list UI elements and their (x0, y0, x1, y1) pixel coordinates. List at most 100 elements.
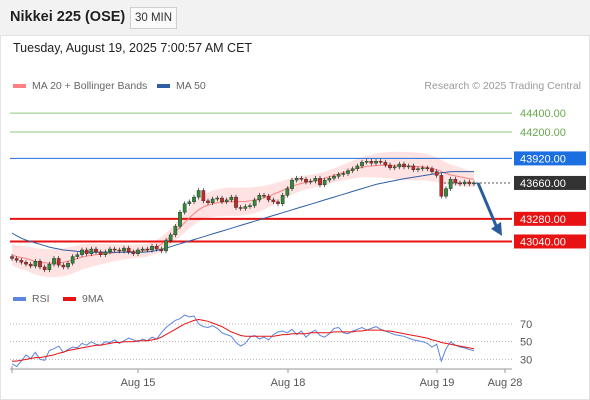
x-tick-label: Aug 19 (420, 377, 455, 389)
bearish-candle (159, 248, 164, 252)
ma20-swatch-icon (13, 84, 26, 88)
last-price-tag (514, 175, 586, 190)
timeframe-button[interactable]: 30 MIN (130, 7, 177, 29)
bearish-candle (369, 161, 374, 164)
bullish-candle (47, 263, 52, 270)
bullish-candle (168, 234, 173, 241)
forecast-arrow-head-icon (491, 221, 502, 236)
bearish-candle (38, 261, 42, 268)
bearish-candle (388, 164, 392, 169)
bullish-candle (280, 195, 285, 204)
bearish-candle (19, 260, 24, 263)
bearish-candle (266, 195, 271, 201)
ma9-swatch-icon (63, 297, 76, 301)
bearish-candle (276, 201, 280, 204)
bullish-candle (341, 173, 346, 175)
rsi-line (11, 314, 475, 368)
bearish-candle (383, 161, 388, 166)
pivot-price-label: 43920.00 (520, 153, 566, 165)
bearish-candle (126, 247, 131, 253)
bullish-candle (448, 178, 453, 189)
bullish-candle (360, 161, 364, 167)
bullish-candle (346, 170, 350, 174)
bearish-candle (378, 161, 383, 163)
bearish-candle (458, 182, 462, 185)
bullish-candle (290, 179, 294, 189)
legend-ma50-label: MA 50 (176, 80, 206, 92)
bearish-candle (299, 178, 304, 180)
bearish-candle (439, 175, 444, 197)
bullish-candle (243, 206, 248, 209)
bullish-candle (33, 261, 38, 267)
legend-ma20-label: MA 20 + Bollinger Bands (32, 80, 148, 92)
bollinger-band (12, 151, 474, 278)
bullish-candle (313, 178, 318, 182)
bearish-candle (318, 178, 322, 186)
bearish-candle (98, 251, 103, 255)
bullish-candle (150, 245, 154, 251)
bullish-candle (136, 249, 140, 254)
bullish-candle (420, 167, 425, 170)
bearish-candle (117, 249, 122, 252)
bullish-candle (374, 161, 378, 164)
bearish-candle (10, 256, 14, 259)
bearish-candle (61, 264, 66, 268)
legend-ma50: MA 50 (157, 80, 206, 92)
support-price-tag (514, 211, 586, 226)
legend-9ma-label: 9MA (82, 293, 104, 305)
bullish-candle (285, 188, 290, 196)
bearish-candle (112, 248, 117, 251)
bearish-candle (131, 251, 136, 254)
ma50-swatch-icon (157, 84, 170, 88)
support-price-label: 43040.00 (520, 236, 566, 248)
x-tick-label: Aug 18 (271, 377, 306, 389)
bullish-candle (252, 199, 257, 206)
bullish-candle (215, 197, 220, 200)
bullish-candle (248, 205, 252, 207)
bearish-candle (154, 245, 159, 250)
x-tick-label: Aug 28 (488, 377, 523, 389)
bullish-candle (89, 248, 94, 254)
bullish-candle (66, 262, 70, 268)
bullish-candle (336, 174, 341, 177)
bullish-candle (103, 251, 108, 255)
bullish-candle (322, 179, 327, 186)
rsi-tick-label: 70 (520, 319, 532, 331)
bullish-candle (80, 249, 84, 255)
bullish-candle (173, 226, 178, 236)
bullish-candle (472, 182, 476, 185)
bullish-candle (210, 198, 215, 203)
x-tick-label: Aug 15 (121, 377, 156, 389)
bearish-candle (234, 196, 238, 208)
bullish-candle (444, 188, 448, 197)
bullish-candle (52, 258, 56, 265)
bearish-candle (467, 181, 472, 185)
bearish-candle (411, 165, 416, 170)
forecast-arrow-shaft (476, 182, 499, 229)
legend-9ma: 9MA (63, 293, 104, 305)
bullish-candle (229, 196, 234, 201)
bearish-candle (42, 266, 47, 270)
timestamp: Tuesday, August 19, 2025 7:00:57 AM CET (13, 41, 253, 55)
bearish-candle (453, 178, 458, 184)
bearish-candle (271, 199, 276, 203)
bearish-candle (201, 190, 206, 202)
copyright-text: Research © 2025 Trading Central (424, 80, 581, 92)
bearish-candle (56, 258, 61, 266)
bearish-candle (145, 248, 150, 251)
resistance-price-label: 44400.00 (520, 108, 566, 120)
bullish-candle (406, 165, 411, 168)
bullish-candle (164, 240, 168, 252)
bullish-candle (462, 181, 467, 185)
bearish-candle (238, 207, 243, 209)
last-price-label: 43660.00 (520, 178, 566, 190)
rsi-tick-label: 50 (520, 337, 532, 349)
bearish-candle (220, 197, 224, 203)
bearish-candle (206, 200, 210, 203)
bullish-candle (75, 254, 80, 257)
instrument-title: Nikkei 225 (OSE) (10, 9, 126, 25)
bullish-candle (392, 166, 397, 169)
bearish-candle (94, 248, 98, 253)
bearish-candle (425, 167, 430, 170)
